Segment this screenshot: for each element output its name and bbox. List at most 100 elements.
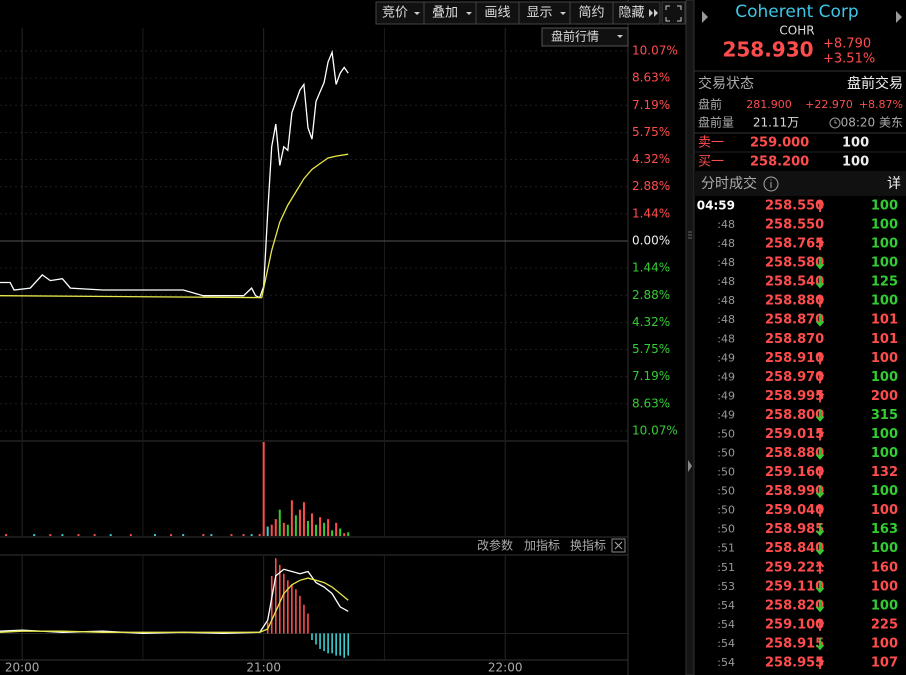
volume-bar — [319, 517, 322, 536]
y-tick-label: 2.88% — [632, 179, 670, 193]
volume-bar — [61, 534, 64, 536]
up-arrow — [815, 656, 825, 669]
splitter[interactable] — [685, 0, 695, 675]
ask-size: 100 — [842, 136, 869, 151]
trade-price: 259.221 — [765, 560, 824, 575]
info-icon[interactable] — [763, 176, 779, 192]
volume-bar — [182, 534, 185, 536]
trade-time: :50 — [717, 466, 735, 479]
toolbar-button[interactable] — [612, 1, 661, 25]
trade-time: :48 — [717, 218, 735, 231]
volume-bar — [302, 502, 305, 536]
close-icon — [614, 541, 623, 550]
x-tick-label: 22:00 — [488, 661, 523, 675]
trade-time: :54 — [717, 637, 735, 650]
volume-bar — [170, 534, 173, 536]
down-arrow — [815, 523, 825, 537]
y-tick-label: 7.19% — [632, 369, 670, 383]
prev-arrow[interactable] — [702, 11, 708, 23]
trade-time: :48 — [717, 237, 735, 250]
fullscreen-icon — [665, 5, 682, 22]
macd-bar — [331, 633, 333, 654]
dropdown-caret — [617, 35, 623, 38]
trade-price: 258.880 — [765, 294, 824, 309]
trades-detail[interactable]: 详 — [887, 176, 901, 192]
trade-price: 258.550 — [765, 199, 824, 214]
y-tick-label: 4.32% — [632, 152, 670, 166]
trade-time: :49 — [717, 351, 735, 364]
trade-price: 258.870 — [765, 332, 824, 347]
trade-price: 258.840 — [765, 541, 824, 556]
y-tick-label: 10.07% — [632, 423, 678, 437]
trade-volume: 100 — [871, 636, 898, 651]
trade-volume: 125 — [871, 275, 898, 290]
toolbar: 竞价 叠加 画线 显示 简约 隐藏 — [375, 1, 661, 25]
macd-bar — [319, 633, 321, 649]
macd-bar — [278, 564, 281, 634]
volume-bar — [49, 534, 52, 536]
down-arrow — [815, 599, 825, 613]
premarket-change-pct: +8.87% — [859, 98, 903, 111]
trade-volume: 315 — [871, 408, 898, 423]
macd-bar — [339, 633, 341, 656]
status-label: 交易状态 — [698, 75, 754, 92]
indicator-button[interactable]: 加指标 — [524, 538, 560, 553]
volume-bar — [282, 522, 285, 536]
trade-time: :50 — [717, 427, 735, 440]
trade-time: :50 — [717, 523, 735, 536]
volume-bar — [93, 534, 96, 536]
indicator-button[interactable]: 改参数 — [477, 538, 513, 553]
market-dropdown[interactable] — [541, 27, 629, 47]
y-tick-label: 10.07% — [632, 44, 678, 58]
indicator-button[interactable]: 换指标 — [570, 538, 606, 553]
up-arrow — [815, 351, 825, 365]
trade-time: :48 — [717, 256, 735, 269]
macd-bar — [303, 604, 305, 634]
down-arrow — [815, 485, 825, 498]
volume-bar — [327, 519, 330, 536]
volume-bar — [323, 522, 326, 536]
macd-bar — [274, 558, 277, 634]
volume-bar — [335, 522, 338, 536]
trade-volume: 101 — [871, 313, 898, 328]
trade-volume: 160 — [871, 560, 898, 575]
ask-price: 259.000 — [750, 136, 809, 151]
trade-volume: 100 — [871, 484, 898, 499]
trade-time: :49 — [717, 370, 735, 383]
series-line — [0, 568, 349, 635]
volume-bar — [290, 500, 293, 536]
up-arrow — [815, 294, 825, 308]
y-tick-label: 8.63% — [632, 396, 670, 410]
trade-price: 258.955 — [765, 655, 824, 670]
trade-price: 259.015 — [765, 427, 824, 442]
x-tick-label: 21:00 — [246, 661, 281, 675]
clock-hands — [834, 120, 837, 124]
price-change-pct: +3.51% — [823, 52, 875, 67]
toolbar-button-label: 叠加 — [432, 6, 458, 21]
trade-price: 258.820 — [765, 598, 824, 613]
volume-bar — [270, 524, 273, 536]
close-indicator[interactable] — [611, 538, 626, 553]
up-arrow — [815, 561, 825, 574]
series-line — [0, 577, 349, 633]
volume-bar — [315, 524, 318, 536]
trade-price: 258.985 — [765, 522, 824, 537]
splitter-grip — [688, 231, 692, 239]
toolbar-button-label: 显示 — [526, 6, 552, 21]
splitter-arrow[interactable] — [688, 460, 692, 472]
macd-bar — [327, 633, 329, 654]
volume-bar — [286, 524, 289, 536]
next-arrow[interactable] — [896, 11, 902, 23]
trade-volume: 100 — [871, 446, 898, 461]
toolbar-button-label: 画线 — [484, 6, 510, 21]
premarket-price: 281.900 — [746, 98, 792, 111]
volume-bar — [331, 530, 334, 536]
trade-time: :54 — [717, 656, 735, 669]
trade-time: :54 — [717, 599, 735, 612]
down-arrow — [815, 447, 825, 460]
premarket-label: 盘前 — [698, 97, 722, 112]
toolbar-button-label: 隐藏 — [618, 6, 644, 21]
volume-bar — [109, 534, 112, 536]
fullscreen-button[interactable] — [661, 1, 686, 25]
